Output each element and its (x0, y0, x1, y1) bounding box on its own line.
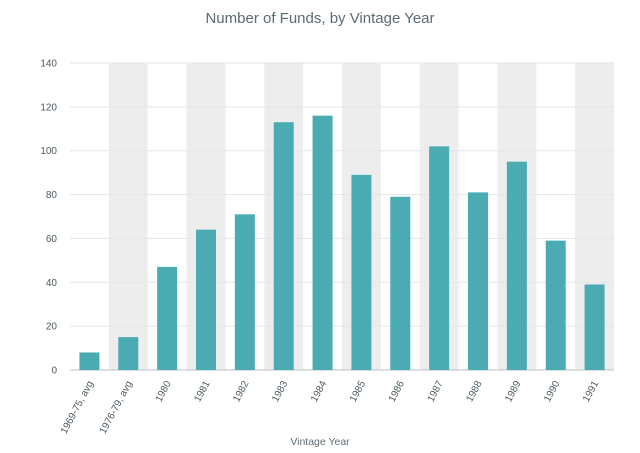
x-tick-label: 1984 (309, 379, 329, 404)
x-tick-label: 1980 (154, 379, 174, 404)
y-tick-label: 40 (46, 278, 58, 289)
bar (429, 146, 450, 370)
x-tick-label: 1969-75, avg (59, 379, 96, 436)
x-tick-label: 1990 (542, 379, 562, 404)
x-tick-label: 1991 (581, 379, 601, 404)
y-tick-label: 60 (46, 234, 58, 245)
bar (273, 122, 294, 370)
bars (79, 115, 605, 370)
y-tick-label: 120 (40, 102, 57, 113)
bar (118, 337, 139, 370)
x-tick-label: 1989 (503, 379, 523, 404)
y-tick-label: 140 (40, 59, 57, 70)
bar (312, 115, 333, 370)
x-tick-label: 1985 (348, 379, 368, 404)
background-band (108, 63, 148, 370)
x-tick-label: 1988 (464, 379, 484, 404)
x-tick-labels: 1969-75, avg 1976-79, avg 1980 1981 1982 1983… (59, 379, 601, 436)
bar (390, 196, 411, 370)
bar (351, 174, 372, 370)
x-axis-title: Vintage Year (290, 436, 350, 448)
x-tick-label: 1986 (387, 379, 407, 404)
x-tick-label: 1981 (192, 379, 212, 404)
x-tick-label: 1987 (426, 379, 446, 404)
bar (584, 284, 605, 370)
y-tick-label: 100 (40, 146, 57, 157)
y-tick-label: 80 (46, 190, 58, 201)
x-tick-label: 1982 (231, 379, 251, 404)
bar (234, 214, 255, 370)
x-tick-label: 1983 (270, 379, 290, 404)
bar (506, 161, 527, 370)
bar (157, 266, 178, 370)
y-tick-label: 20 (46, 322, 58, 333)
y-tick-labels: 0 20 40 60 80 100 120 140 (40, 59, 57, 377)
bar (79, 352, 100, 370)
y-tick-label: 0 (51, 366, 57, 377)
chart-title: Number of Funds, by Vintage Year (205, 10, 435, 27)
bar (468, 192, 488, 370)
x-tick-label: 1976-79, avg (98, 379, 135, 436)
bar (196, 229, 216, 370)
bar (545, 240, 566, 370)
